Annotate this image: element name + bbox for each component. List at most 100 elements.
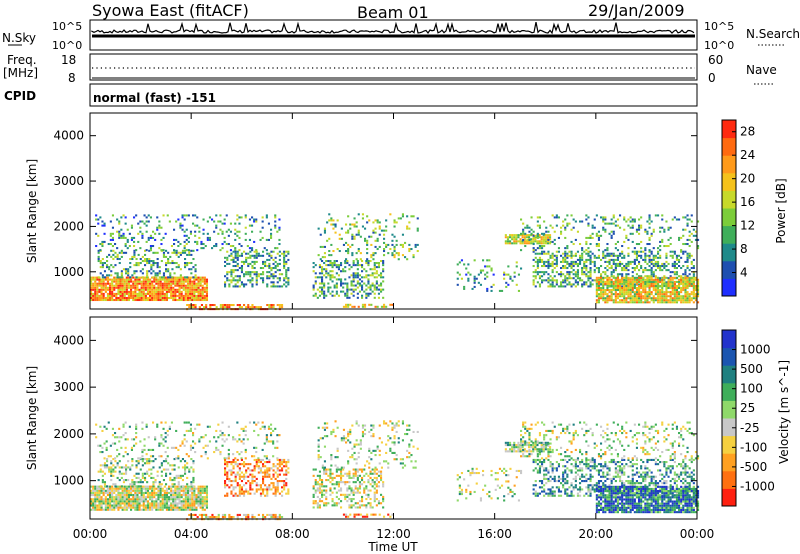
echo-cell [113,489,116,492]
echo-cell [356,268,359,271]
echo-cell [136,278,139,281]
echo-cell [186,466,189,469]
echo-cell [153,487,156,490]
echo-cell [686,222,689,225]
echo-cell [161,494,164,497]
echo-cell [238,469,241,472]
echo-cell [574,252,577,255]
echo-cell [380,260,383,263]
echo-cell [187,504,190,507]
echo-cell [162,272,166,275]
echo-cell [153,292,156,295]
echo-cell [538,240,541,243]
echo-cell [133,270,136,273]
echo-cell [159,504,162,507]
echo-cell [376,239,379,242]
echo-cell [136,491,139,494]
echo-cell [627,252,630,255]
echo-cell [255,477,258,480]
echo-cell [332,219,335,222]
echo-cell [547,252,550,255]
echo-cell [680,295,683,298]
echo-cell [583,267,586,270]
echo-cell [684,228,687,231]
echo-cell [595,285,598,288]
echo-cell [178,294,181,297]
echo-cell [278,238,281,241]
echo-cell [262,260,265,263]
echo-cell [365,274,368,277]
echo-cell [253,262,256,265]
echo-cell [276,262,279,265]
echo-cell [244,451,247,454]
echo-cell [182,282,185,285]
echo-cell [697,295,700,298]
echo-cell [678,254,681,257]
echo-cell [337,268,341,271]
echo-cell [650,220,653,223]
echo-cell [189,427,193,430]
echo-cell [140,294,143,297]
echo-cell [253,467,256,470]
echo-cell [170,284,173,287]
echo-cell [270,427,273,430]
echo-cell [170,506,173,509]
echo-cell [226,473,229,476]
echo-cell [612,232,615,235]
echo-cell [375,282,378,285]
echo-cell [363,268,366,271]
echo-cell [247,513,250,516]
echo-cell [146,496,150,499]
echo-cell [187,485,190,488]
echo-cell [97,222,100,225]
echo-cell [173,243,176,246]
echo-cell [278,306,281,309]
echo-cell [96,288,99,291]
echo-cell [121,284,124,287]
echo-cell [152,245,155,248]
echo-cell [323,282,326,285]
echo-cell [92,502,95,505]
echo-cell [473,277,476,280]
echo-cell [619,278,622,281]
echo-cell [170,491,173,494]
echo-cell [631,220,634,223]
echo-cell [168,278,171,281]
echo-cell [640,250,643,253]
echo-cell [144,278,147,281]
echo-cell [146,280,150,283]
echo-cell [274,247,277,250]
echo-cell [644,293,647,296]
echo-cell [123,498,126,501]
echo-cell [572,254,575,257]
echo-cell [203,496,206,499]
echo-cell [163,284,166,287]
echo-cell [625,275,628,278]
echo-cell [178,278,181,281]
echo-cell [109,284,112,287]
echo-cell [204,434,207,437]
echo-cell [635,230,639,233]
echo-cell [587,258,590,261]
echo-cell [376,221,379,224]
echo-cell [114,432,117,435]
echo-cell [690,240,693,243]
echo-cell [589,283,592,286]
echo-cell [597,271,601,274]
echo-cell [184,498,187,501]
echo-cell [471,287,474,290]
echo-cell [587,224,590,227]
echo-cell [141,474,144,477]
echo-cell [621,280,624,283]
echo-cell [692,295,695,298]
echo-cell [228,279,231,282]
echo-cell [669,291,672,294]
echo-cell [253,429,256,432]
echo-cell [327,286,330,289]
echo-cell [625,291,628,294]
echo-cell [249,273,252,276]
echo-cell [316,288,319,291]
echo-cell [141,448,144,451]
echo-cell [524,232,527,235]
echo-cell [576,273,580,276]
